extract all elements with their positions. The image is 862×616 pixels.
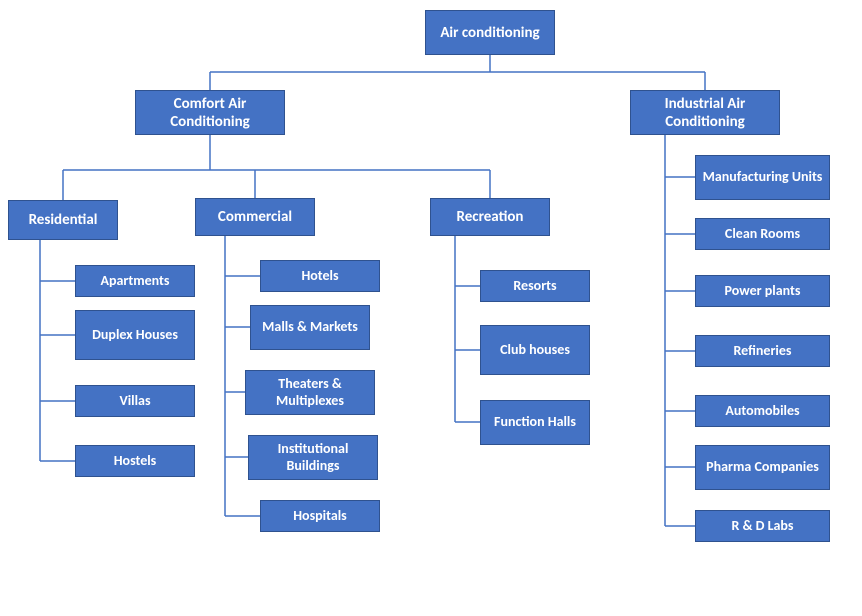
node-hostels: Hostels: [75, 445, 195, 477]
node-hospitals: Hospitals: [260, 500, 380, 532]
node-inst: Institutional Buildings: [248, 435, 378, 480]
node-auto: Automobiles: [695, 395, 830, 427]
node-club: Club houses: [480, 325, 590, 375]
node-root: Air conditioning: [425, 10, 555, 55]
node-duplex: Duplex Houses: [75, 310, 195, 360]
node-rnd: R & D Labs: [695, 510, 830, 542]
node-residential: Residential: [8, 200, 118, 240]
node-function: Function Halls: [480, 400, 590, 445]
node-clean: Clean Rooms: [695, 218, 830, 250]
node-power: Power plants: [695, 275, 830, 307]
node-industrial: Industrial Air Conditioning: [630, 90, 780, 135]
node-malls: Malls & Markets: [250, 305, 370, 350]
node-refineries: Refineries: [695, 335, 830, 367]
node-pharma: Pharma Companies: [695, 445, 830, 490]
node-commercial: Commercial: [195, 198, 315, 236]
node-comfort: Comfort Air Conditioning: [135, 90, 285, 135]
node-mfg: Manufacturing Units: [695, 155, 830, 200]
node-recreation: Recreation: [430, 198, 550, 236]
node-theaters: Theaters & Multiplexes: [245, 370, 375, 415]
node-hotels: Hotels: [260, 260, 380, 292]
node-apts: Apartments: [75, 265, 195, 297]
node-resorts: Resorts: [480, 270, 590, 302]
node-villas: Villas: [75, 385, 195, 417]
